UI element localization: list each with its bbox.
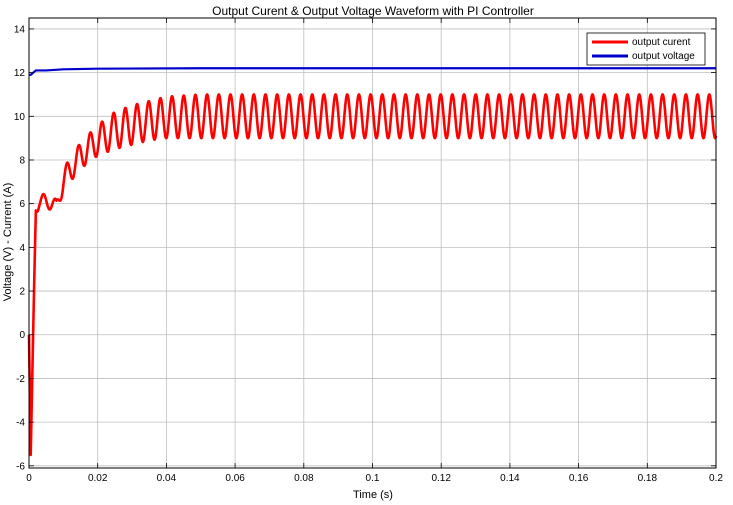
series-output-curent-line (27, 93, 718, 457)
x-tick-label: 0.06 (225, 473, 245, 484)
x-tick-label: 0.02 (88, 473, 108, 484)
x-tick-label: 0.16 (569, 473, 589, 484)
x-tick-labels: 0 0.02 0.04 0.06 0.08 0.1 0.12 0.14 0.16 0.18 0.2 (26, 473, 723, 484)
y-tick-label: 10 (14, 112, 26, 123)
y-tick-label: -6 (16, 461, 25, 472)
x-tick-label: 0.1 (366, 473, 380, 484)
y-tick-label: 12 (14, 68, 26, 79)
y-tick-label: 4 (19, 243, 25, 254)
x-tick-label: 0.12 (431, 473, 451, 484)
y-axis-label: Voltage (V) - Current (A) (2, 183, 14, 302)
legend-label-output-curent: output curent (632, 37, 691, 48)
x-tick-label: 0.18 (638, 473, 658, 484)
legend-box (586, 32, 706, 66)
y-tick-label: 0 (19, 330, 25, 341)
x-tick-label: 0.14 (500, 473, 520, 484)
legend-label-output-voltage: output voltage (632, 51, 695, 62)
x-axis-label: Time (s) (353, 489, 393, 501)
y-tick-label: 14 (14, 24, 26, 35)
x-tick-label: 0 (26, 473, 32, 484)
chart-title: Output Curent & Output Voltage Waveform … (212, 4, 534, 18)
x-tick-label: 0.08 (294, 473, 314, 484)
y-tick-label: 2 (19, 287, 25, 298)
x-tick-label: 0.2 (709, 473, 723, 484)
y-tick-label: -4 (16, 418, 25, 429)
ticks (28, 18, 717, 468)
x-tick-label: 0.04 (157, 473, 177, 484)
y-tick-label: -2 (16, 374, 25, 385)
y-tick-label: 6 (19, 199, 25, 210)
y-tick-label: 8 (19, 155, 25, 166)
legend: output curent output voltage (586, 32, 706, 66)
y-tick-labels: -6 -4 -2 0 2 4 6 8 10 12 14 (14, 24, 26, 472)
